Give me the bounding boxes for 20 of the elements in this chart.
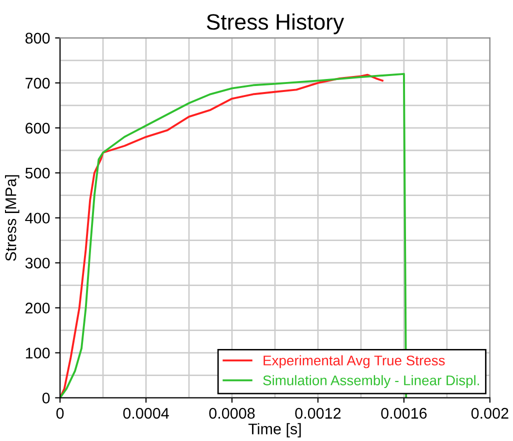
y-tick-label: 600	[26, 122, 50, 134]
x-tick-label: 0.002	[471, 408, 508, 419]
x-tick-label: 0	[56, 408, 64, 419]
x-tick-label: 0.0016	[381, 408, 427, 419]
y-tick-label: 200	[26, 302, 50, 314]
x-tick-label: 0.0008	[209, 408, 255, 419]
y-axis-title: Stress [MPa]	[5, 175, 20, 261]
legend-label: Simulation Assembly - Linear Displ.	[263, 375, 479, 388]
y-tick-label: 700	[26, 78, 50, 89]
y-tick-label: 400	[25, 212, 50, 224]
x-tick-label: 0.0004	[123, 408, 169, 419]
y-tick-label: 500	[25, 168, 50, 179]
y-tick-label: 300	[25, 258, 50, 269]
x-tick-label: 0.0012	[295, 408, 341, 419]
y-tick-label: 100	[26, 348, 50, 358]
legend-label: Experimental Avg True Stress	[264, 355, 445, 368]
x-axis-title: Time [s]	[248, 423, 301, 438]
chart-title: Stress History	[206, 13, 344, 34]
y-tick-label: 800	[25, 32, 50, 44]
y-tick-label: 0	[42, 392, 50, 404]
